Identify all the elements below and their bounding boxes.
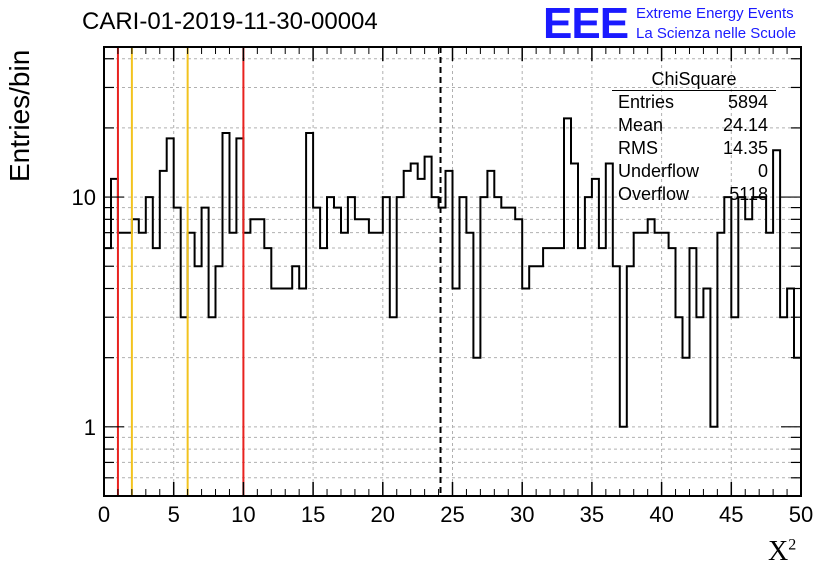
stats-box: ChiSquare Entries 5894 Mean 24.14 RMS 14… [612, 68, 776, 206]
stats-label: Entries [618, 92, 675, 112]
x-axis-label-sup: 2 [788, 536, 797, 554]
x-tick-label: 10 [231, 502, 255, 527]
stats-label: Mean [618, 115, 664, 135]
logo-line-2: La Scienza nelle Scuole [636, 25, 797, 42]
stats-label: Overflow [618, 184, 690, 204]
x-tick-label: 20 [371, 502, 395, 527]
stats-row-entries: Entries 5894 [612, 91, 776, 114]
x-tick-label: 40 [649, 502, 673, 527]
chart-title: CARI-01-2019-11-30-00004 [82, 8, 378, 35]
stats-value: 0 [757, 161, 768, 181]
stats-title: ChiSquare [612, 68, 776, 91]
logo-line-1: Extreme Energy Events [636, 5, 794, 22]
stats-value: 14.35 [722, 138, 768, 158]
x-tick-label: 30 [510, 502, 534, 527]
x-tick-label: 45 [719, 502, 743, 527]
eee-logo: EEE Extreme Energy Events La Scienza nel… [543, 2, 796, 46]
x-tick-label: 0 [98, 502, 110, 527]
x-tick-label: 25 [440, 502, 464, 527]
stats-label: Underflow [618, 161, 700, 181]
stats-row-overflow: Overflow 5118 [612, 183, 776, 206]
x-axis-label-text: X [768, 536, 789, 567]
eee-logo-text: Extreme Energy Events La Scienza nelle S… [636, 4, 796, 44]
y-tick-label: 10 [72, 185, 96, 210]
x-tick-label: 5 [168, 502, 180, 527]
histogram-series [104, 117, 801, 428]
stats-row-underflow: Underflow 0 [612, 160, 776, 183]
stats-value: 5894 [727, 92, 768, 112]
y-tick-label: 1 [84, 415, 96, 440]
x-axis-label: X2 [768, 536, 796, 568]
stats-value: 5118 [729, 184, 768, 204]
stats-row-rms: RMS 14.35 [612, 137, 776, 160]
eee-logo-mark: EEE [543, 0, 629, 48]
x-tick-label: 15 [301, 502, 325, 527]
y-axis-label: Entries/bin [4, 49, 35, 182]
x-tick-label: 35 [580, 502, 604, 527]
stats-row-mean: Mean 24.14 [612, 114, 776, 137]
stats-value: 24.14 [722, 115, 768, 135]
x-tick-label: 50 [789, 502, 813, 527]
stats-label: RMS [618, 138, 658, 158]
